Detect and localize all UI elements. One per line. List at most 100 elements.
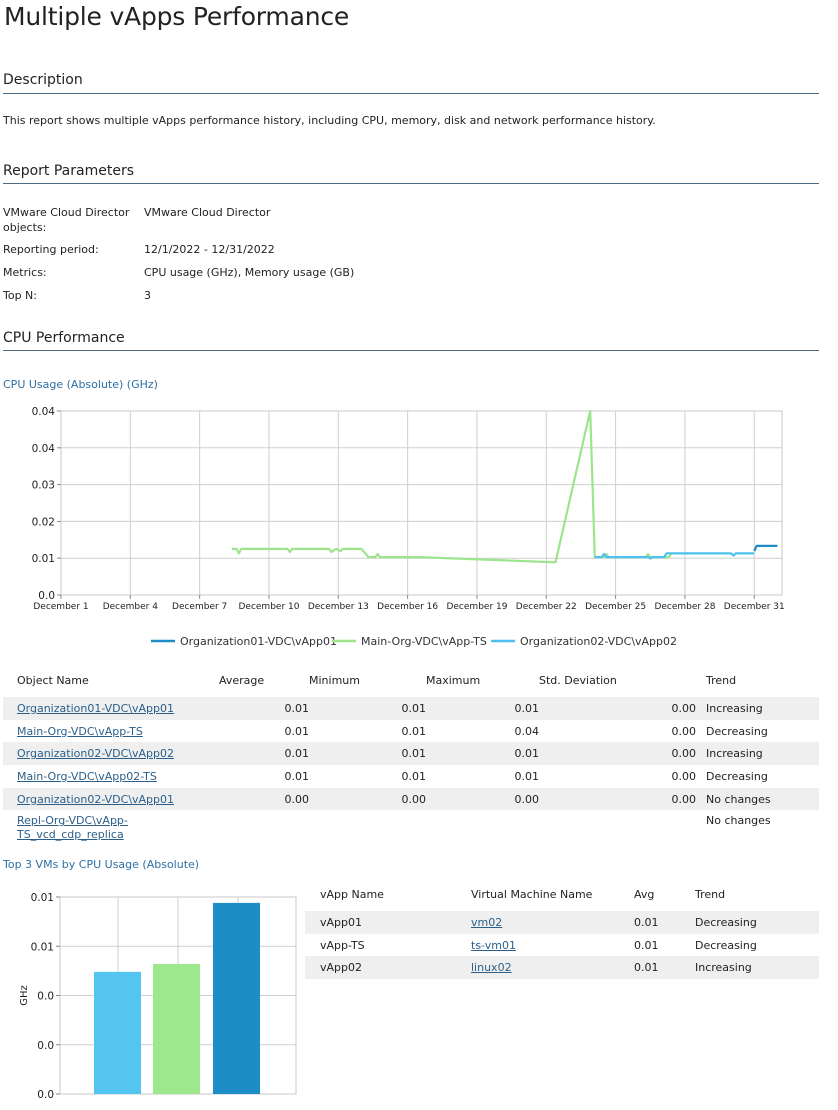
cell-trend: Increasing xyxy=(696,697,819,720)
report-parameters-heading: Report Parameters xyxy=(3,163,134,179)
series-line-2 xyxy=(232,409,672,564)
vm-link[interactable]: ts-vm01 xyxy=(471,938,516,952)
cpu-performance-heading: CPU Performance xyxy=(3,330,125,346)
table-row: vApp01 vm02 0.01 Decreasing xyxy=(305,911,819,934)
param-value-metrics: CPU usage (GHz), Memory usage (GB) xyxy=(144,266,355,279)
page-title: Multiple vApps Performance xyxy=(4,2,350,31)
y-tick-label: 0.01 xyxy=(31,892,54,904)
table-header-row: Object Name Average Minimum Maximum Std.… xyxy=(3,663,819,697)
column-header-minimum: Minimum xyxy=(309,673,360,687)
vm-link[interactable]: linux02 xyxy=(471,961,512,975)
cell-minimum: 0.01 xyxy=(309,697,426,720)
bar-ts-vm01 xyxy=(153,963,200,1094)
column-header-trend: Trend xyxy=(706,673,737,687)
y-tick-label: 0.0 xyxy=(37,1089,54,1101)
cell-maximum xyxy=(426,810,539,842)
column-header-object-name: Object Name xyxy=(17,673,89,687)
object-link[interactable]: Main-Org-VDC\vApp02-TS xyxy=(17,769,157,783)
cell-average: 0.01 xyxy=(284,724,310,738)
table-header-row: vApp Name Virtual Machine Name Avg Trend xyxy=(305,877,819,911)
object-link[interactable]: Organization02-VDC\vApp02 xyxy=(17,747,175,761)
y-axis-label: GHz xyxy=(19,985,30,1006)
cell-minimum: 0.01 xyxy=(401,724,427,738)
series-line-1 xyxy=(753,544,778,552)
cell-minimum: 0.01 xyxy=(401,769,427,783)
column-header-average: Average xyxy=(219,673,265,687)
column-header-vm-name: Virtual Machine Name xyxy=(471,887,593,901)
object-link[interactable]: Main-Org-VDC\vApp-TS xyxy=(17,724,143,738)
legend-label-2: Main-Org-VDC\vApp-TS xyxy=(361,635,487,648)
description-divider xyxy=(3,93,819,94)
column-header-trend: Trend xyxy=(695,887,726,901)
column-header-vapp-name: vApp Name xyxy=(320,887,384,901)
top-vms-table: vApp Name Virtual Machine Name Avg Trend… xyxy=(305,877,819,980)
table-row: Repl-Org-VDC\vApp- TS_vcd_cdp_replica No … xyxy=(3,810,819,842)
x-tick-label: December 10 xyxy=(238,602,299,612)
cell-trend: Decreasing xyxy=(695,911,819,934)
legend-label-3: Organization02-VDC\vApp02 xyxy=(520,635,677,648)
cell-maximum: 0.04 xyxy=(514,724,540,738)
cell-trend: Decreasing xyxy=(695,938,757,952)
x-tick-label: December 13 xyxy=(308,602,369,612)
description-heading: Description xyxy=(3,72,83,88)
y-tick-label: 0.0 xyxy=(37,991,54,1003)
param-label-objects: VMware Cloud Director objects: xyxy=(3,206,130,234)
y-tick-label: 0.01 xyxy=(31,941,54,953)
table-row: Main-Org-VDC\vApp02-TS 0.01 0.01 0.01 0.… xyxy=(3,765,819,788)
cell-minimum: 0.01 xyxy=(309,742,426,766)
cell-trend: Decreasing xyxy=(706,769,768,783)
cell-average: 0.01 xyxy=(219,697,309,720)
table-row: vApp02 linux02 0.01 Increasing xyxy=(305,956,819,980)
cell-std-deviation: 0.00 xyxy=(539,787,696,811)
plot-area-border xyxy=(60,410,783,596)
cell-average: 0.00 xyxy=(219,787,309,811)
bar-linux02 xyxy=(213,902,260,1094)
param-label-top-n: Top N: xyxy=(3,289,37,302)
cell-average xyxy=(219,810,309,842)
param-label-period: Reporting period: xyxy=(3,243,99,256)
x-tick-label: December 16 xyxy=(377,602,438,612)
param-label-metrics: Metrics: xyxy=(3,266,47,279)
cell-trend: No changes xyxy=(696,787,819,811)
cell-std-deviation: 0.00 xyxy=(671,769,697,783)
report-parameters-divider xyxy=(3,183,819,184)
cell-minimum xyxy=(309,810,426,842)
vm-link[interactable]: vm02 xyxy=(471,915,503,929)
series-line-3 xyxy=(594,552,755,560)
cell-std-deviation: 0.00 xyxy=(539,697,696,720)
x-tick-label: December 19 xyxy=(446,602,507,612)
cell-maximum: 0.01 xyxy=(514,769,540,783)
table-row: vApp-TS ts-vm01 0.01 Decreasing xyxy=(305,934,819,957)
cell-avg: 0.01 xyxy=(634,956,695,980)
x-tick-label: December 31 xyxy=(724,602,785,612)
object-link[interactable]: Organization02-VDC\vApp01 xyxy=(17,792,175,806)
column-header-std-deviation: Std. Deviation xyxy=(539,673,617,687)
cell-maximum: 0.01 xyxy=(426,697,539,720)
y-tick-label: 0.03 xyxy=(32,480,55,492)
bar-vm02 xyxy=(94,971,141,1094)
y-tick-label: 0.01 xyxy=(32,553,55,565)
param-value-top-n: 3 xyxy=(144,289,151,302)
x-tick-label: December 7 xyxy=(172,602,227,612)
cell-avg: 0.01 xyxy=(634,911,695,934)
cell-trend: No changes xyxy=(706,814,771,828)
cell-trend: Decreasing xyxy=(706,724,768,738)
y-tick-label: 0.04 xyxy=(32,443,56,455)
top-vms-chart-title: Top 3 VMs by CPU Usage (Absolute) xyxy=(3,858,200,871)
column-header-maximum: Maximum xyxy=(426,673,481,687)
param-value-objects: VMware Cloud Director xyxy=(144,206,271,219)
cell-std-deviation: 0.00 xyxy=(539,742,696,766)
cell-minimum: 0.00 xyxy=(309,787,426,811)
cpu-performance-divider xyxy=(3,350,819,351)
cell-average: 0.01 xyxy=(219,742,309,766)
cell-vapp-name: vApp02 xyxy=(305,956,471,980)
object-link[interactable]: Repl-Org-VDC\vApp- TS_vcd_cdp_replica xyxy=(17,814,128,842)
cell-maximum: 0.01 xyxy=(426,742,539,766)
table-row: Main-Org-VDC\vApp-TS 0.01 0.01 0.04 0.00… xyxy=(3,720,819,743)
cell-std-deviation: 0.00 xyxy=(671,724,697,738)
object-link[interactable]: Organization01-VDC\vApp01 xyxy=(17,701,175,715)
cell-vapp-name: vApp01 xyxy=(305,911,471,934)
cell-average: 0.01 xyxy=(284,769,310,783)
cell-trend: Increasing xyxy=(695,956,819,980)
x-tick-label: December 22 xyxy=(516,602,577,612)
